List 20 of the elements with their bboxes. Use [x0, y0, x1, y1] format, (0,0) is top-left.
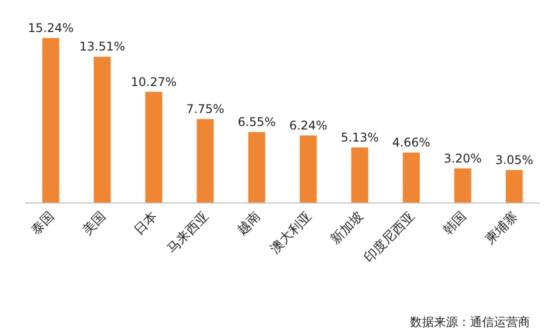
x-tick-label: 新加坡 [328, 209, 367, 248]
x-tick-label: 澳大利亚 [268, 209, 316, 257]
x-tick-label: 韩国 [440, 209, 470, 238]
x-tick-label: 美国 [79, 208, 110, 238]
data-label: 6.55% [238, 115, 276, 130]
data-label: 15.24% [28, 21, 74, 35]
x-tick-label: 越南 [234, 209, 264, 238]
data-label: 10.27% [130, 74, 177, 89]
data-label: 5.13% [340, 130, 379, 144]
data-label: 13.51% [79, 40, 126, 54]
x-tick-label: 柬埔寨 [482, 208, 522, 248]
data-label: 7.75% [186, 102, 224, 116]
x-tick-label: 马来西亚 [164, 209, 212, 257]
x-tick-label: 日本 [132, 209, 161, 238]
data-label: 3.20% [444, 151, 482, 166]
x-tick-label: 泰国 [28, 209, 58, 238]
source-note: 数据来源：通信运营商 [410, 315, 530, 329]
data-label: 6.24% [289, 118, 328, 132]
data-label: 3.05% [495, 152, 534, 167]
data-label: 4.66% [392, 136, 430, 150]
